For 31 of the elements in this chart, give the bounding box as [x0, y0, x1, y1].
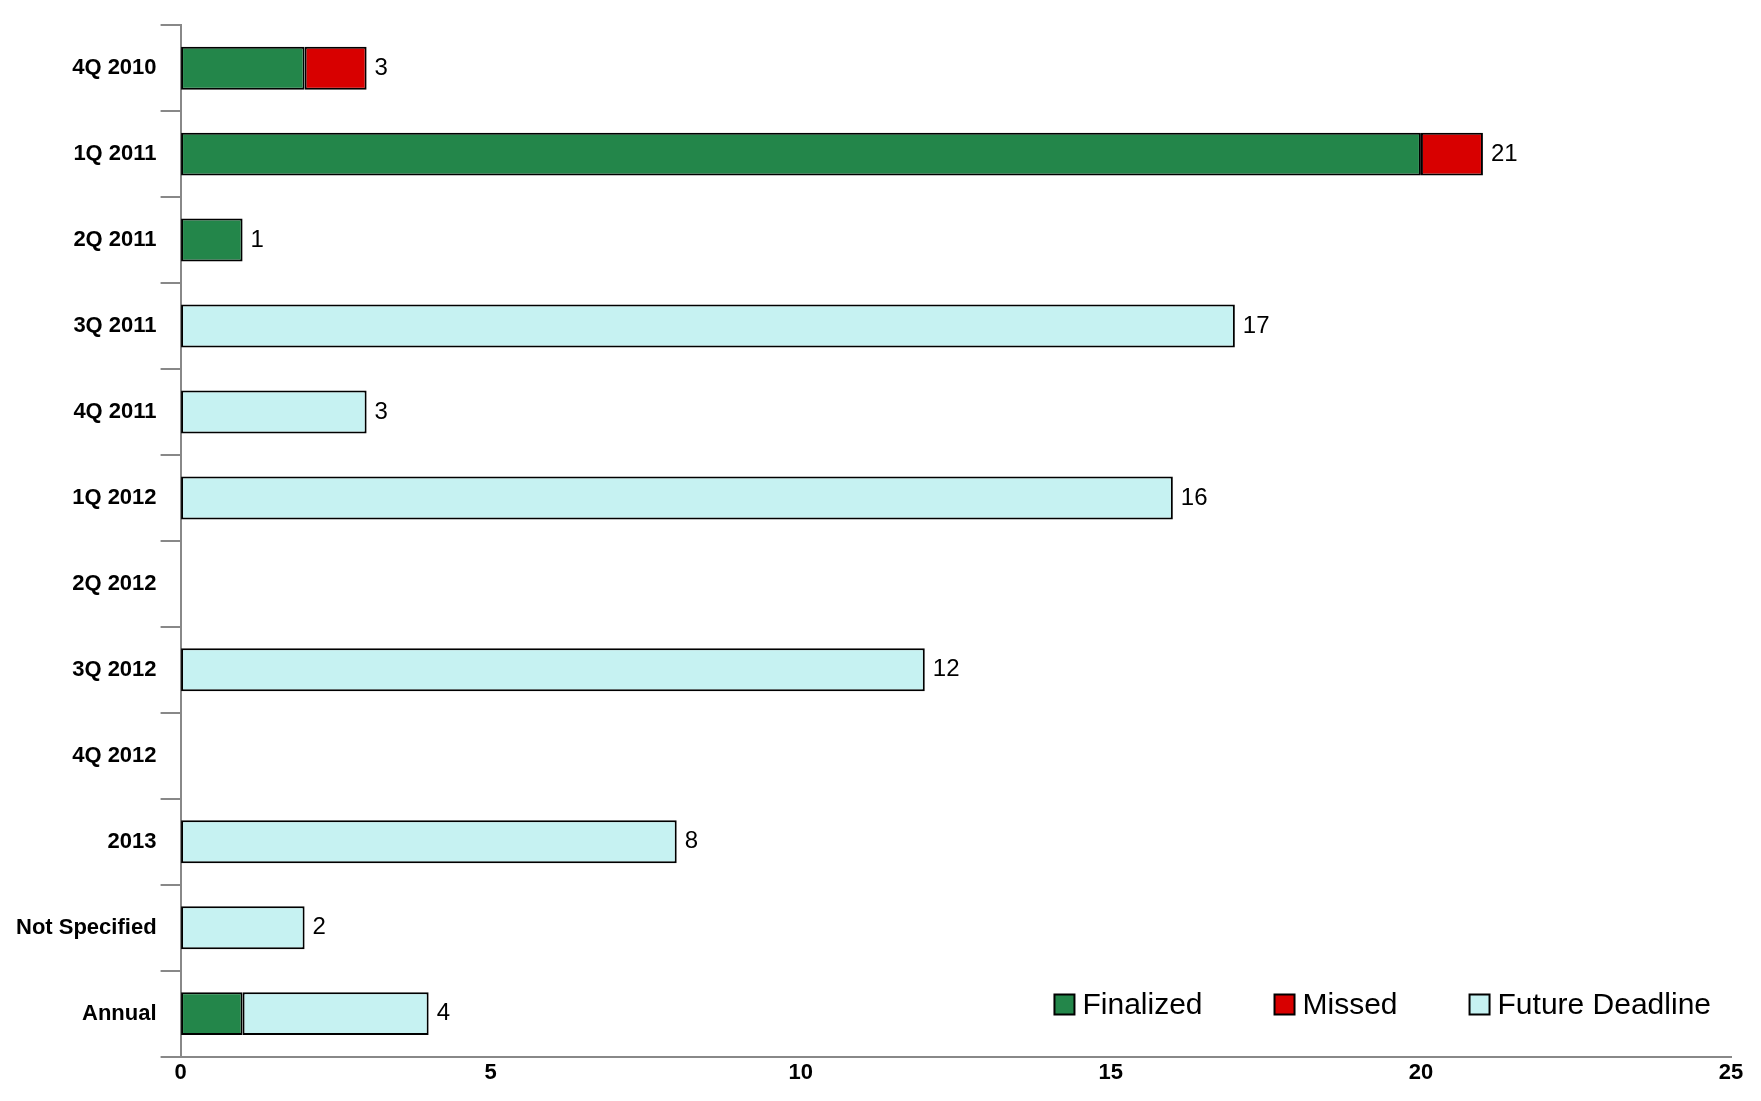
x-tick-label: 15 [1098, 1058, 1124, 1084]
legend-label: Missed [1302, 986, 1398, 1020]
y-tick-label: 4Q 2012 [72, 741, 157, 767]
total-label: 1 [250, 224, 264, 252]
x-tick-label: 25 [1718, 1058, 1744, 1084]
x-tick-label: 0 [174, 1058, 187, 1084]
x-tick-label: 5 [484, 1058, 497, 1084]
legend-label: Future Deadline [1497, 986, 1712, 1020]
y-tick-label: 3Q 2012 [72, 655, 157, 681]
x-tick-label: 20 [1408, 1058, 1434, 1084]
y-tick-label: 3Q 2011 [73, 312, 157, 338]
total-label: 8 [684, 826, 699, 854]
total-label: 12 [932, 654, 960, 682]
total-label: 21 [1490, 138, 1518, 166]
y-tick-label: 2Q 2012 [72, 569, 157, 595]
total-label: 16 [1180, 482, 1208, 510]
y-tick-label: Annual [82, 999, 157, 1025]
total-label: 3 [374, 52, 388, 80]
y-tick-label: 1Q 2012 [72, 483, 157, 509]
legend-label: Finalized [1082, 986, 1203, 1020]
total-label: 3 [374, 396, 388, 424]
x-tick-label: 10 [788, 1058, 813, 1084]
y-tick-label: 2Q 2011 [73, 226, 157, 252]
y-tick-label: 2013 [107, 827, 157, 853]
y-tick-label: 1Q 2011 [73, 140, 157, 166]
total-label: 2 [312, 912, 326, 940]
y-tick-label: 4Q 2010 [72, 54, 157, 80]
y-tick-label: 4Q 2011 [73, 398, 157, 424]
total-label: 4 [436, 998, 450, 1026]
y-tick-label: Not Specified [15, 913, 157, 939]
total-label: 17 [1242, 310, 1270, 338]
